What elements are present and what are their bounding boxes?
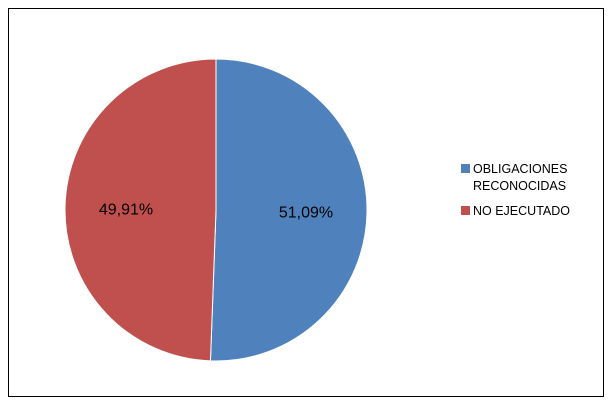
data-label-no-ejecutado: 49,91% — [99, 201, 153, 218]
legend-swatch-no-ejecutado — [461, 206, 470, 215]
legend-item-no-ejecutado: NO EJECUTADO — [461, 203, 611, 220]
legend: OBLIGACIONES RECONOCIDAS NO EJECUTADO — [461, 161, 611, 228]
pie-slice-no-ejecutado — [64, 58, 217, 362]
pie-chart: 51,09% 49,91% — [64, 58, 368, 362]
chart-area: 51,09% 49,91% OBLIGACIONES RECONOCIDAS NO… — [8, 8, 604, 397]
legend-label-obligaciones: OBLIGACIONES RECONOCIDAS — [473, 162, 568, 193]
legend-item-obligaciones: OBLIGACIONES RECONOCIDAS — [461, 161, 611, 195]
data-label-obligaciones-reconocidas: 51,09% — [279, 205, 333, 222]
pie-slice-obligaciones-reconocidas — [209, 58, 368, 362]
legend-label-no-ejecutado: NO EJECUTADO — [473, 204, 570, 218]
legend-swatch-obligaciones — [461, 164, 470, 173]
